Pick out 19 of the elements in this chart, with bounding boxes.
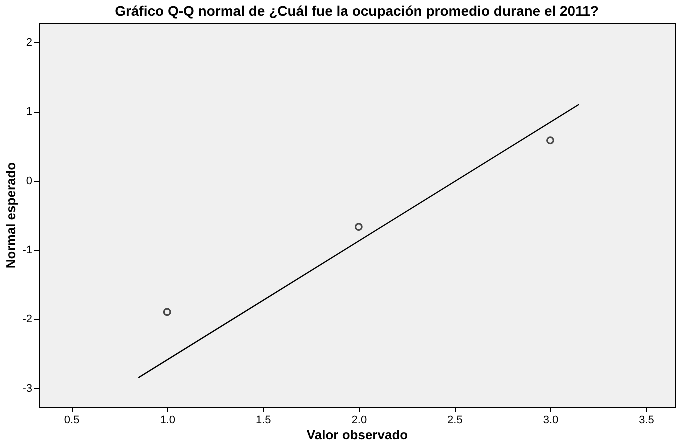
point [354,223,363,232]
y-axis-title: Normal esperado [4,162,19,269]
point [546,136,554,145]
x-tick-label: 2.5 [448,414,463,426]
y-tick-label: 0 [26,175,32,188]
point [163,308,172,316]
y-tick-label: 2 [26,36,32,49]
x-axis-title: Valor observado [306,428,408,442]
y-tick-label: 1 [26,106,32,118]
y-tick-label: -2 [22,314,32,326]
x-tick-label: 3.5 [639,414,654,426]
y-tick-label: -3 [22,382,32,395]
x-tick-label: 0.5 [64,414,80,426]
x-tick-label: 3.0 [543,414,559,426]
y-tick-label: -1 [22,244,32,256]
x-tick-label: 1.5 [256,414,272,426]
chart-title: Gráfico Q-Q normal de ¿Cuál fue la ocupación promedio durane el 2011? [115,3,599,19]
x-tick-label: 1.0 [160,414,176,426]
x-tick-label: 2.0 [352,414,368,426]
